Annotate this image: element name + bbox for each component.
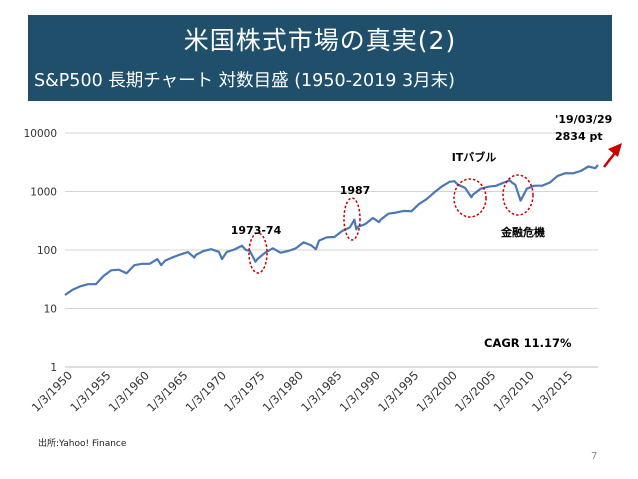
x-tick-label-2010: 1/3/2010 — [491, 368, 537, 414]
series-layer — [64, 164, 599, 296]
source-note: 出所:Yahoo! Finance — [38, 439, 127, 449]
y-tick-label-10: 10 — [44, 304, 57, 316]
annotation-last-value: 2834 pt — [555, 130, 603, 143]
x-tick-label-1950: 1/3/1950 — [29, 368, 75, 414]
x-tick-label-1970: 1/3/1970 — [183, 368, 229, 414]
marker-1987-circle — [343, 197, 361, 241]
x-tick-label-2015: 1/3/2015 — [529, 368, 575, 414]
x-tick-label-1960: 1/3/1960 — [106, 368, 152, 414]
x-tick-label-1980: 1/3/1980 — [260, 368, 306, 414]
marker-financial-crisis-circle — [502, 174, 534, 216]
x-tick-label-1985: 1/3/1985 — [298, 368, 344, 414]
y-tick-label-10000: 10000 — [24, 128, 57, 140]
series-line-0 — [64, 164, 599, 296]
annotation-it-bubble: ITバブル — [452, 150, 497, 164]
slide-title: 米国株式市場の真実(2) — [183, 26, 457, 55]
x-tick-label-1990: 1/3/1990 — [337, 368, 383, 414]
x-tick-label-1975: 1/3/1975 — [221, 368, 267, 414]
annotation-1987: 1987 — [340, 184, 371, 197]
x-tick-label-2000: 1/3/2000 — [414, 368, 460, 414]
annotation-last-date: '19/03/29 — [555, 113, 612, 126]
slide-subtitle: S&P500 長期チャート 対数目盛 (1950-2019 3月末) — [34, 71, 455, 91]
x-axis-ticks: 1/3/19501/3/19551/3/19601/3/19651/3/1970… — [29, 368, 576, 414]
x-tick-label-1995: 1/3/1995 — [375, 368, 421, 414]
y-axis-ticks: 1 10 100 1000 10000 — [24, 128, 57, 374]
y-tick-label-100: 100 — [37, 245, 57, 257]
annotation-financial-crisis: 金融危機 — [500, 225, 545, 239]
y-tick-label-1: 1 — [50, 362, 57, 374]
page-number: 7 — [591, 451, 598, 462]
gridlines — [65, 132, 598, 309]
x-tick-label-1955: 1/3/1955 — [67, 368, 113, 414]
y-tick-label-1000: 1000 — [30, 187, 57, 199]
x-tick-label-2005: 1/3/2005 — [452, 368, 498, 414]
event-markers — [248, 143, 622, 274]
x-tick-label-1965: 1/3/1965 — [144, 368, 190, 414]
marker-it-bubble-circle — [453, 178, 487, 218]
title-box: 米国株式市場の真実(2) S&P500 長期チャート 対数目盛 (1950-20… — [28, 15, 612, 101]
marker-1973-74-circle — [248, 232, 268, 274]
annotation-1973-74: 1973-74 — [231, 224, 282, 237]
up-arrow-head — [608, 143, 622, 157]
annotation-cagr: CAGR 11.17% — [484, 336, 572, 350]
